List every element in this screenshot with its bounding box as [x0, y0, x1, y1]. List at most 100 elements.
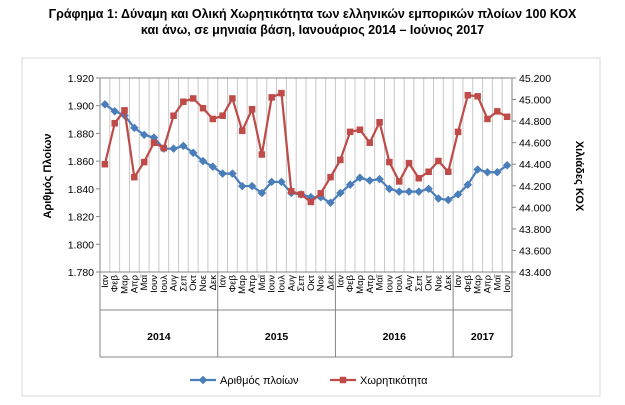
left-tick-label: 1.820: [68, 212, 94, 224]
data-point-tonnage: [386, 158, 393, 166]
right-tick-label: 45.200: [519, 73, 551, 85]
data-point-ships: [443, 195, 453, 205]
data-point-tonnage: [464, 91, 472, 99]
month-label: Ιουλ: [276, 275, 287, 293]
month-label: Απρ: [365, 274, 376, 293]
right-tick-label: 44.400: [519, 159, 551, 171]
data-point-ships: [267, 177, 277, 187]
month-label: Μαϊ: [257, 274, 268, 290]
left-tick-label: 1.840: [68, 184, 94, 196]
year-label: 2014: [147, 331, 171, 343]
data-point-ships: [169, 144, 178, 154]
month-label: Ιαν: [453, 275, 464, 288]
chart-title: Γράφημα 1: Δύναμη και Ολική Χωρητικότητα…: [0, 6, 625, 38]
month-label: Μαρ: [473, 274, 484, 293]
year-label: 2015: [265, 331, 289, 343]
data-point-tonnage: [366, 139, 374, 146]
data-point-ships: [139, 130, 149, 140]
data-point-tonnage: [111, 120, 118, 127]
left-tick-label: 1.920: [68, 73, 94, 85]
month-label: Σεπ: [178, 275, 189, 292]
data-point-ships: [188, 148, 198, 158]
month-label: Σεπ: [296, 275, 307, 292]
data-point-tonnage: [229, 95, 236, 102]
data-point-ships: [228, 169, 237, 178]
month-label: Αυγ: [286, 275, 297, 292]
month-label: Νοε: [433, 274, 444, 291]
data-point-tonnage: [474, 93, 481, 100]
month-label: Φεβ: [227, 274, 238, 292]
month-label: Δεκ: [443, 275, 454, 291]
data-point-tonnage: [199, 104, 207, 112]
series: [100, 89, 512, 208]
data-point-tonnage: [435, 157, 442, 165]
month-label: Νοε: [198, 274, 209, 291]
month-label: Ιαν: [100, 275, 111, 288]
right-tick-label: 43.400: [519, 267, 551, 279]
data-point-tonnage: [160, 144, 168, 152]
data-point-tonnage: [170, 112, 177, 119]
legend-label-ships: Αριθμός πλοίων: [220, 375, 299, 387]
month-label: Δεκ: [208, 275, 219, 291]
data-point-ships: [198, 156, 208, 166]
data-point-tonnage: [248, 106, 256, 113]
data-point-tonnage: [278, 89, 285, 97]
month-label: Μαϊ: [375, 274, 386, 290]
data-point-ships: [237, 181, 247, 191]
grid: [99, 78, 513, 272]
data-point-tonnage: [317, 190, 324, 197]
data-point-tonnage: [425, 168, 432, 176]
data-point-ships: [473, 165, 483, 174]
month-label: Νοε: [316, 274, 327, 291]
data-point-tonnage: [121, 107, 128, 114]
left-tick-label: 1.800: [68, 239, 94, 251]
data-point-tonnage: [180, 98, 187, 105]
data-point-tonnage: [238, 127, 246, 135]
data-point-ships: [110, 106, 120, 116]
data-point-ships: [100, 99, 110, 109]
data-point-tonnage: [189, 95, 197, 102]
month-label: Ιουν: [149, 275, 160, 293]
data-point-ships: [345, 180, 355, 190]
legend: Αριθμός πλοίων Χωρητικότητα: [190, 375, 428, 387]
data-point-tonnage: [101, 160, 109, 168]
data-point-ships: [385, 184, 394, 194]
chart-title-line1: Γράφημα 1: Δύναμη και Ολική Χωρητικότητα…: [48, 7, 577, 21]
data-point-tonnage: [140, 158, 148, 166]
data-point-ships: [375, 174, 384, 184]
data-point-ships: [404, 187, 414, 196]
year-label: 2017: [471, 331, 495, 343]
data-point-ships: [492, 167, 502, 177]
right-tick-label: 44.800: [519, 116, 551, 128]
month-label: Ιαν: [335, 275, 346, 288]
data-point-ships: [277, 177, 286, 187]
data-point-tonnage: [415, 174, 423, 182]
month-label: Μαρ: [120, 274, 131, 293]
left-tick-label: 1.780: [68, 267, 94, 279]
left-tick-label: 1.900: [68, 101, 94, 113]
x-axis-labels: ΙανΦεβΜαρΑπρΜαϊΙουνΙουλΑυγΣεπΟκτΝοεΔεκΙα…: [99, 272, 513, 358]
month-label: Φεβ: [463, 274, 474, 292]
axes: [99, 77, 513, 273]
right-axis-label: Χιλιάδες ΚΟΧ: [573, 141, 585, 212]
month-label: Δεκ: [326, 275, 337, 291]
data-point-tonnage: [307, 198, 315, 206]
month-label: Ιουν: [267, 275, 278, 293]
year-label: 2016: [383, 331, 407, 343]
month-label: Ιαν: [218, 275, 229, 288]
left-axis-ticks: 1.920 1.900 1.880 1.860 1.840 1.820 1.800 1.780: [68, 73, 100, 279]
data-point-tonnage: [131, 173, 138, 181]
data-point-ships: [257, 188, 267, 198]
data-point-ships: [365, 176, 375, 185]
month-label: Απρ: [129, 274, 140, 293]
month-label: Ιουν: [502, 275, 513, 293]
data-point-ships: [218, 169, 227, 178]
left-tick-label: 1.860: [68, 156, 94, 168]
right-tick-label: 45.000: [519, 95, 551, 107]
left-tick-label: 1.880: [68, 128, 94, 140]
data-point-ships: [483, 167, 492, 177]
month-label: Οκτ: [188, 275, 199, 291]
data-point-tonnage: [327, 173, 334, 181]
